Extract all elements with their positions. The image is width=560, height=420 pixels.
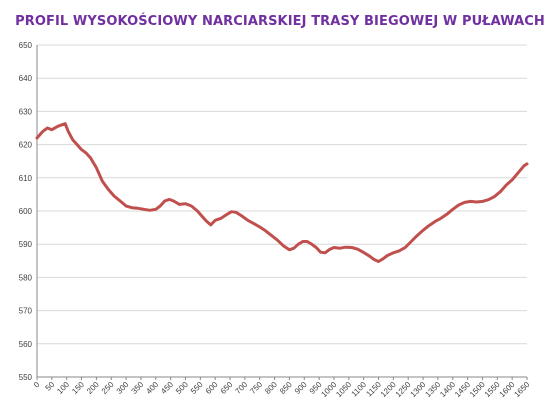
x-tick-label: 200	[85, 380, 101, 396]
gridlines	[37, 44, 527, 345]
x-tick-label: 1250	[394, 380, 413, 399]
x-tick-label: 400	[144, 380, 160, 396]
x-tick-label: 1400	[438, 380, 457, 399]
x-tick-label: 1500	[468, 380, 487, 399]
y-tick-label: 560	[19, 340, 33, 349]
x-tick-label: 350	[130, 380, 146, 396]
x-tick-label: 1600	[498, 380, 517, 399]
x-tick-label: 100	[55, 380, 71, 396]
x-tick-label: 650	[219, 380, 235, 396]
x-tick-label: 750	[248, 380, 264, 396]
x-tick-label: 1150	[364, 380, 383, 399]
x-tick-label: 600	[204, 380, 220, 396]
x-tick-label: 1450	[453, 380, 472, 399]
x-tick-label: 1000	[319, 380, 338, 399]
x-tick-label: 450	[159, 380, 175, 396]
x-tick-label: 1200	[379, 380, 398, 399]
y-tick-label: 570	[19, 307, 33, 316]
x-tick-label: 150	[70, 380, 86, 396]
x-tick-label: 700	[233, 380, 249, 396]
y-tick-label: 620	[19, 141, 33, 150]
y-tick-label: 550	[19, 373, 33, 382]
x-tick-label: 900	[293, 380, 309, 396]
x-tick-label: 1050	[334, 380, 353, 399]
axes	[36, 45, 528, 380]
x-tick-label: 300	[115, 380, 131, 396]
x-tick-label: 800	[263, 380, 279, 396]
x-tick-label: 50	[44, 380, 57, 393]
series-layer	[35, 122, 529, 263]
x-tick-label: 500	[174, 380, 190, 396]
y-tick-label: 640	[19, 74, 33, 83]
x-tick-label: 0	[32, 380, 42, 390]
x-tick-label: 1350	[423, 380, 442, 399]
x-tick-label: 850	[278, 380, 294, 396]
x-tick-label: 1550	[483, 380, 502, 399]
y-tick-label: 630	[19, 107, 33, 116]
y-tick-labels: 550 560 570 580 590 600 610 620 630 640 650	[19, 41, 33, 382]
y-tick-label: 600	[19, 207, 33, 216]
x-tick-label: 1100	[350, 380, 369, 399]
y-tick-label: 580	[19, 273, 33, 282]
x-tick-labels: 0 50 100 150 200 250 300 350 400 450 500 550 600 650 7…	[32, 380, 532, 399]
y-tick-label: 610	[19, 174, 33, 183]
y-tick-label: 590	[19, 240, 33, 249]
elevation-series-line	[35, 122, 529, 263]
x-tick-label: 550	[189, 380, 205, 396]
x-tick-label: 1650	[512, 380, 531, 399]
y-tick-label: 650	[19, 41, 33, 50]
chart-title: PROFIL WYSOKOŚCIOWY NARCIARSKIEJ TRASY B…	[15, 14, 545, 29]
x-tick-label: 1300	[409, 380, 428, 399]
x-tick-label: 250	[100, 380, 116, 396]
